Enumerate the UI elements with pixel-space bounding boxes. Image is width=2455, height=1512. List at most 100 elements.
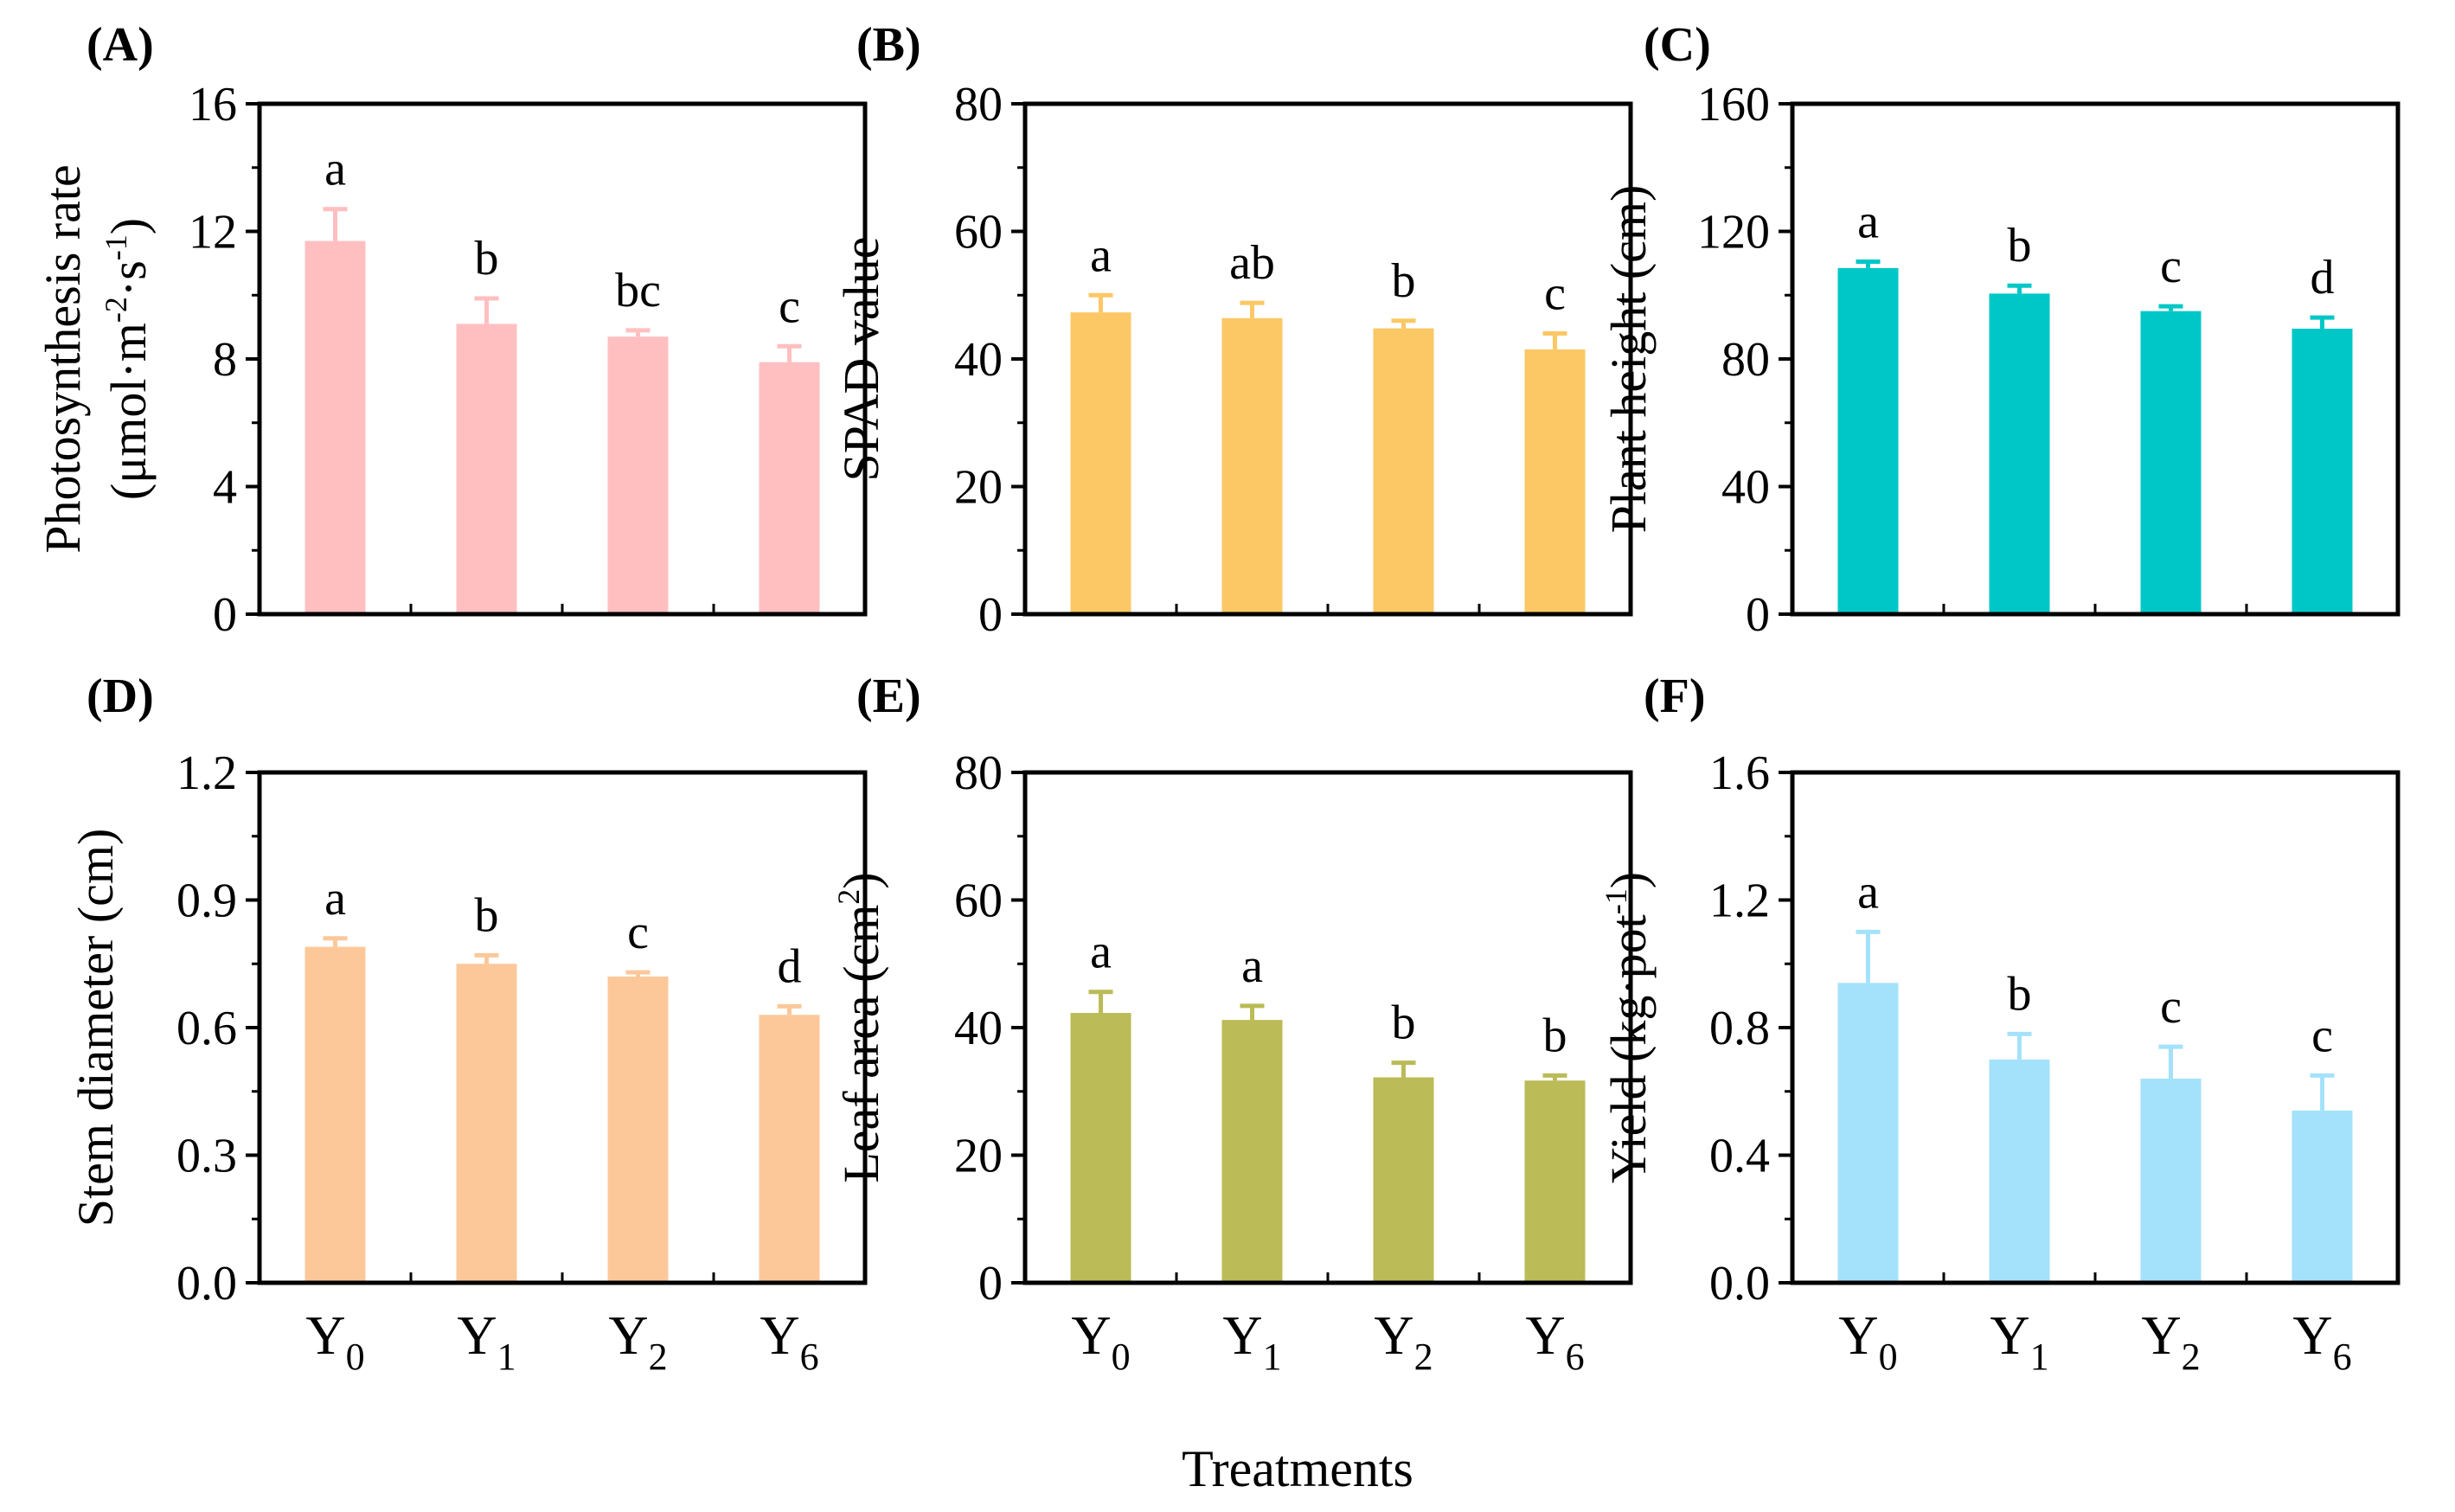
category-subscript: 6: [800, 1336, 819, 1378]
ylabel-superscript: -1: [1599, 888, 1633, 914]
y-tick-label: 0.3: [176, 1130, 237, 1183]
y-tick-label: 40: [954, 333, 1003, 387]
y-tick-label: 0.6: [176, 1002, 237, 1055]
y-tick-label: 0: [213, 588, 237, 642]
bar-Y0: [1837, 267, 1899, 614]
category-main: Y: [1838, 1304, 1878, 1366]
panel-c: (C) 0 40 80 120 160 a b c d Plant height (cm): [1600, 18, 2401, 642]
y-tick-label: 40: [954, 1002, 1003, 1055]
bar-Y2: [607, 336, 669, 614]
bar-Y2: [607, 977, 669, 1283]
panel-b: (B) 0 20 40 60 80 a ab b c SPAD value: [833, 18, 1633, 642]
y-tick-label: 0: [978, 588, 1003, 642]
plot-frame: [257, 770, 868, 1285]
bar-Y1: [1989, 293, 2050, 614]
category-label: Y6: [2292, 1304, 2351, 1378]
y-tick-label: 1.6: [1709, 746, 1770, 800]
plot-frame: [1790, 770, 2401, 1285]
category-subscript: 0: [1879, 1336, 1898, 1378]
significance-label: b: [1392, 996, 1416, 1050]
y-tick-label: 60: [954, 875, 1003, 928]
category-label: Y0: [1071, 1304, 1130, 1378]
bar-Y2: [2140, 1079, 2202, 1283]
y-tick-label: 0.9: [176, 875, 237, 928]
y-axis-label-line1: Photosynthesis rate: [35, 164, 91, 553]
category-subscript: 2: [2182, 1336, 2201, 1378]
category-label: Y0: [305, 1304, 364, 1378]
panel-label: (E): [856, 670, 921, 723]
category-label: Y6: [1525, 1304, 1584, 1378]
plot-frame: [1790, 101, 2401, 617]
significance-label: b: [2008, 219, 2032, 272]
bar-Y1: [456, 964, 517, 1283]
y-tick-label: 8: [213, 333, 237, 387]
significance-label: b: [475, 888, 499, 942]
category-subscript: 1: [1263, 1336, 1282, 1378]
y-tick-label: 60: [954, 206, 1003, 259]
significance-label: a: [1090, 926, 1112, 979]
significance-label: ab: [1229, 236, 1275, 290]
y-tick-label: 4: [213, 461, 237, 515]
significance-label: a: [324, 143, 346, 196]
ylabel-superscript: -1: [99, 234, 133, 260]
category-subscript: 2: [649, 1336, 668, 1378]
significance-label: a: [1241, 939, 1263, 993]
bar-Y0: [1070, 1013, 1131, 1283]
significance-label: a: [1090, 228, 1112, 282]
category-main: Y: [457, 1304, 497, 1366]
significance-label: c: [2160, 980, 2182, 1034]
category-subscript: 1: [2030, 1336, 2049, 1378]
bar-Y6: [1524, 1080, 1586, 1283]
panel-label: (F): [1644, 670, 1706, 723]
category-subscript: 0: [346, 1336, 365, 1378]
y-tick-label: 0.0: [1709, 1257, 1770, 1310]
y-tick-label: 120: [1697, 206, 1770, 259]
ylabel-superscript: -2: [99, 297, 133, 323]
y-tick-label: 80: [1721, 333, 1770, 387]
ylabel-superscript: 2: [831, 889, 866, 905]
y-tick-label: 1.2: [1709, 875, 1770, 928]
bar-Y0: [1837, 983, 1899, 1283]
category-subscript: 2: [1414, 1336, 1433, 1378]
y-tick-label: 80: [954, 78, 1003, 131]
significance-label: b: [475, 232, 499, 285]
ylabel-part: ): [833, 872, 889, 888]
y-tick-label: 20: [954, 461, 1003, 515]
significance-label: a: [1857, 195, 1879, 249]
bar-Y6: [1524, 349, 1586, 614]
category-subscript: 6: [2333, 1336, 2352, 1378]
category-main: Y: [1071, 1304, 1111, 1366]
category-label: Y1: [1990, 1304, 2048, 1378]
significance-label: c: [627, 906, 649, 959]
bar-Y6: [759, 1015, 820, 1283]
significance-label: c: [2160, 240, 2182, 293]
category-main: Y: [1374, 1304, 1413, 1366]
y-tick-label: 16: [189, 78, 237, 131]
category-subscript: 6: [1566, 1336, 1585, 1378]
ylabel-part: Leaf area (cm: [833, 905, 889, 1183]
bar-Y1: [456, 324, 517, 614]
bar-Y6: [2292, 1110, 2353, 1283]
panel-label: (A): [87, 18, 154, 72]
panel-label: (D): [87, 670, 154, 723]
significance-label: c: [2311, 1009, 2333, 1062]
y-tick-label: 0: [978, 1257, 1003, 1310]
significance-label: c: [779, 279, 800, 333]
significance-label: a: [1857, 865, 1879, 919]
category-label: Y2: [608, 1304, 667, 1378]
bar-Y1: [1221, 1020, 1283, 1283]
significance-label: b: [1543, 1009, 1567, 1062]
y-axis-label: Yield (kg·pot-1): [1599, 872, 1657, 1183]
significance-label: a: [324, 872, 346, 926]
panel-a: (A) 0 4 8 12 16 a b bc c Photosynthesis rate (μmol·…: [35, 18, 868, 642]
significance-label: d: [2311, 251, 2335, 304]
bar-Y2: [1373, 1077, 1434, 1283]
y-tick-label: 0.4: [1709, 1130, 1770, 1183]
y-tick-label: 40: [1721, 461, 1770, 515]
ylabel-part: Yield (kg·pot: [1600, 914, 1657, 1183]
category-label: Y6: [760, 1304, 818, 1378]
y-tick-label: 20: [954, 1130, 1003, 1183]
category-main: Y: [305, 1304, 345, 1366]
